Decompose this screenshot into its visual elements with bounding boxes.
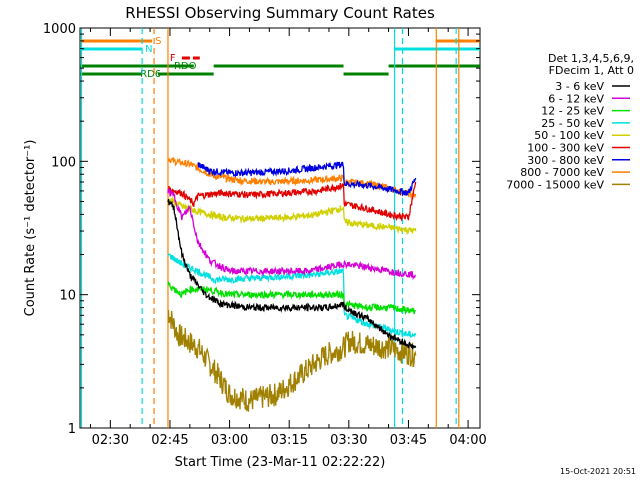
flag-label-f: F: [170, 53, 176, 64]
x-tick-label: 03:00: [211, 433, 248, 448]
x-tick-label: 04:00: [449, 433, 486, 448]
legend-label: 3 - 6 keV: [555, 80, 604, 93]
x-tick-label: 03:15: [270, 433, 307, 448]
y-axis-label: Count Rate (s⁻¹ detector⁻¹): [23, 140, 38, 317]
data-series: [167, 156, 417, 412]
series-line: [167, 309, 417, 412]
x-axis-label: Start Time (23-Mar-11 02:22:22): [175, 455, 386, 470]
series-line: [167, 181, 417, 222]
series-line: [167, 195, 417, 236]
series-line: [167, 281, 417, 316]
chart-title: RHESSI Observing Summary Count Rates: [125, 4, 435, 22]
flag-label-s: S: [155, 36, 161, 47]
legend-label: 12 - 25 keV: [541, 105, 604, 118]
legend-label: 25 - 50 keV: [541, 117, 604, 130]
axes: 02:30 02:45 03:00 03:15 03:30 03:45 04:00 1 10 10…: [43, 22, 487, 448]
flag-label-n: N: [145, 44, 152, 55]
flag-label-rdo: RDO: [174, 61, 197, 72]
series-line: [167, 198, 417, 350]
legend-label: 100 - 300 keV: [527, 142, 604, 155]
y-tick-label: 1000: [43, 22, 76, 37]
legend-label: 50 - 100 keV: [534, 129, 604, 142]
plot-frame: [79, 27, 481, 429]
legend: Det 1,3,4,5,6,9,FDecim 1, Att 0 3 - 6 keV…: [506, 52, 634, 191]
x-tick-label: 02:30: [92, 433, 129, 448]
x-tick-label: 02:45: [151, 433, 188, 448]
attenuator-markers: [80, 28, 460, 428]
legend-label: 7000 - 15000 keV: [506, 178, 604, 191]
legend-label: 6 - 12 keV: [548, 92, 604, 105]
flag-label-rd6: RD6: [140, 69, 161, 80]
x-tick-label: 03:45: [390, 433, 427, 448]
footer-timestamp: 15-Oct-2021 20:51: [560, 467, 636, 476]
y-tick-label: 100: [51, 155, 76, 170]
legend-header: FDecim 1, Att 0: [549, 64, 634, 77]
x-tick-label: 03:30: [330, 433, 367, 448]
series-line: [197, 161, 417, 197]
legend-header: Det 1,3,4,5,6,9,: [548, 52, 634, 65]
legend-label: 800 - 7000 keV: [520, 166, 604, 179]
y-tick-label: 1: [68, 422, 76, 437]
series-line: [167, 188, 416, 281]
y-tick-label: 10: [59, 289, 76, 304]
legend-label: 300 - 800 keV: [527, 154, 604, 167]
